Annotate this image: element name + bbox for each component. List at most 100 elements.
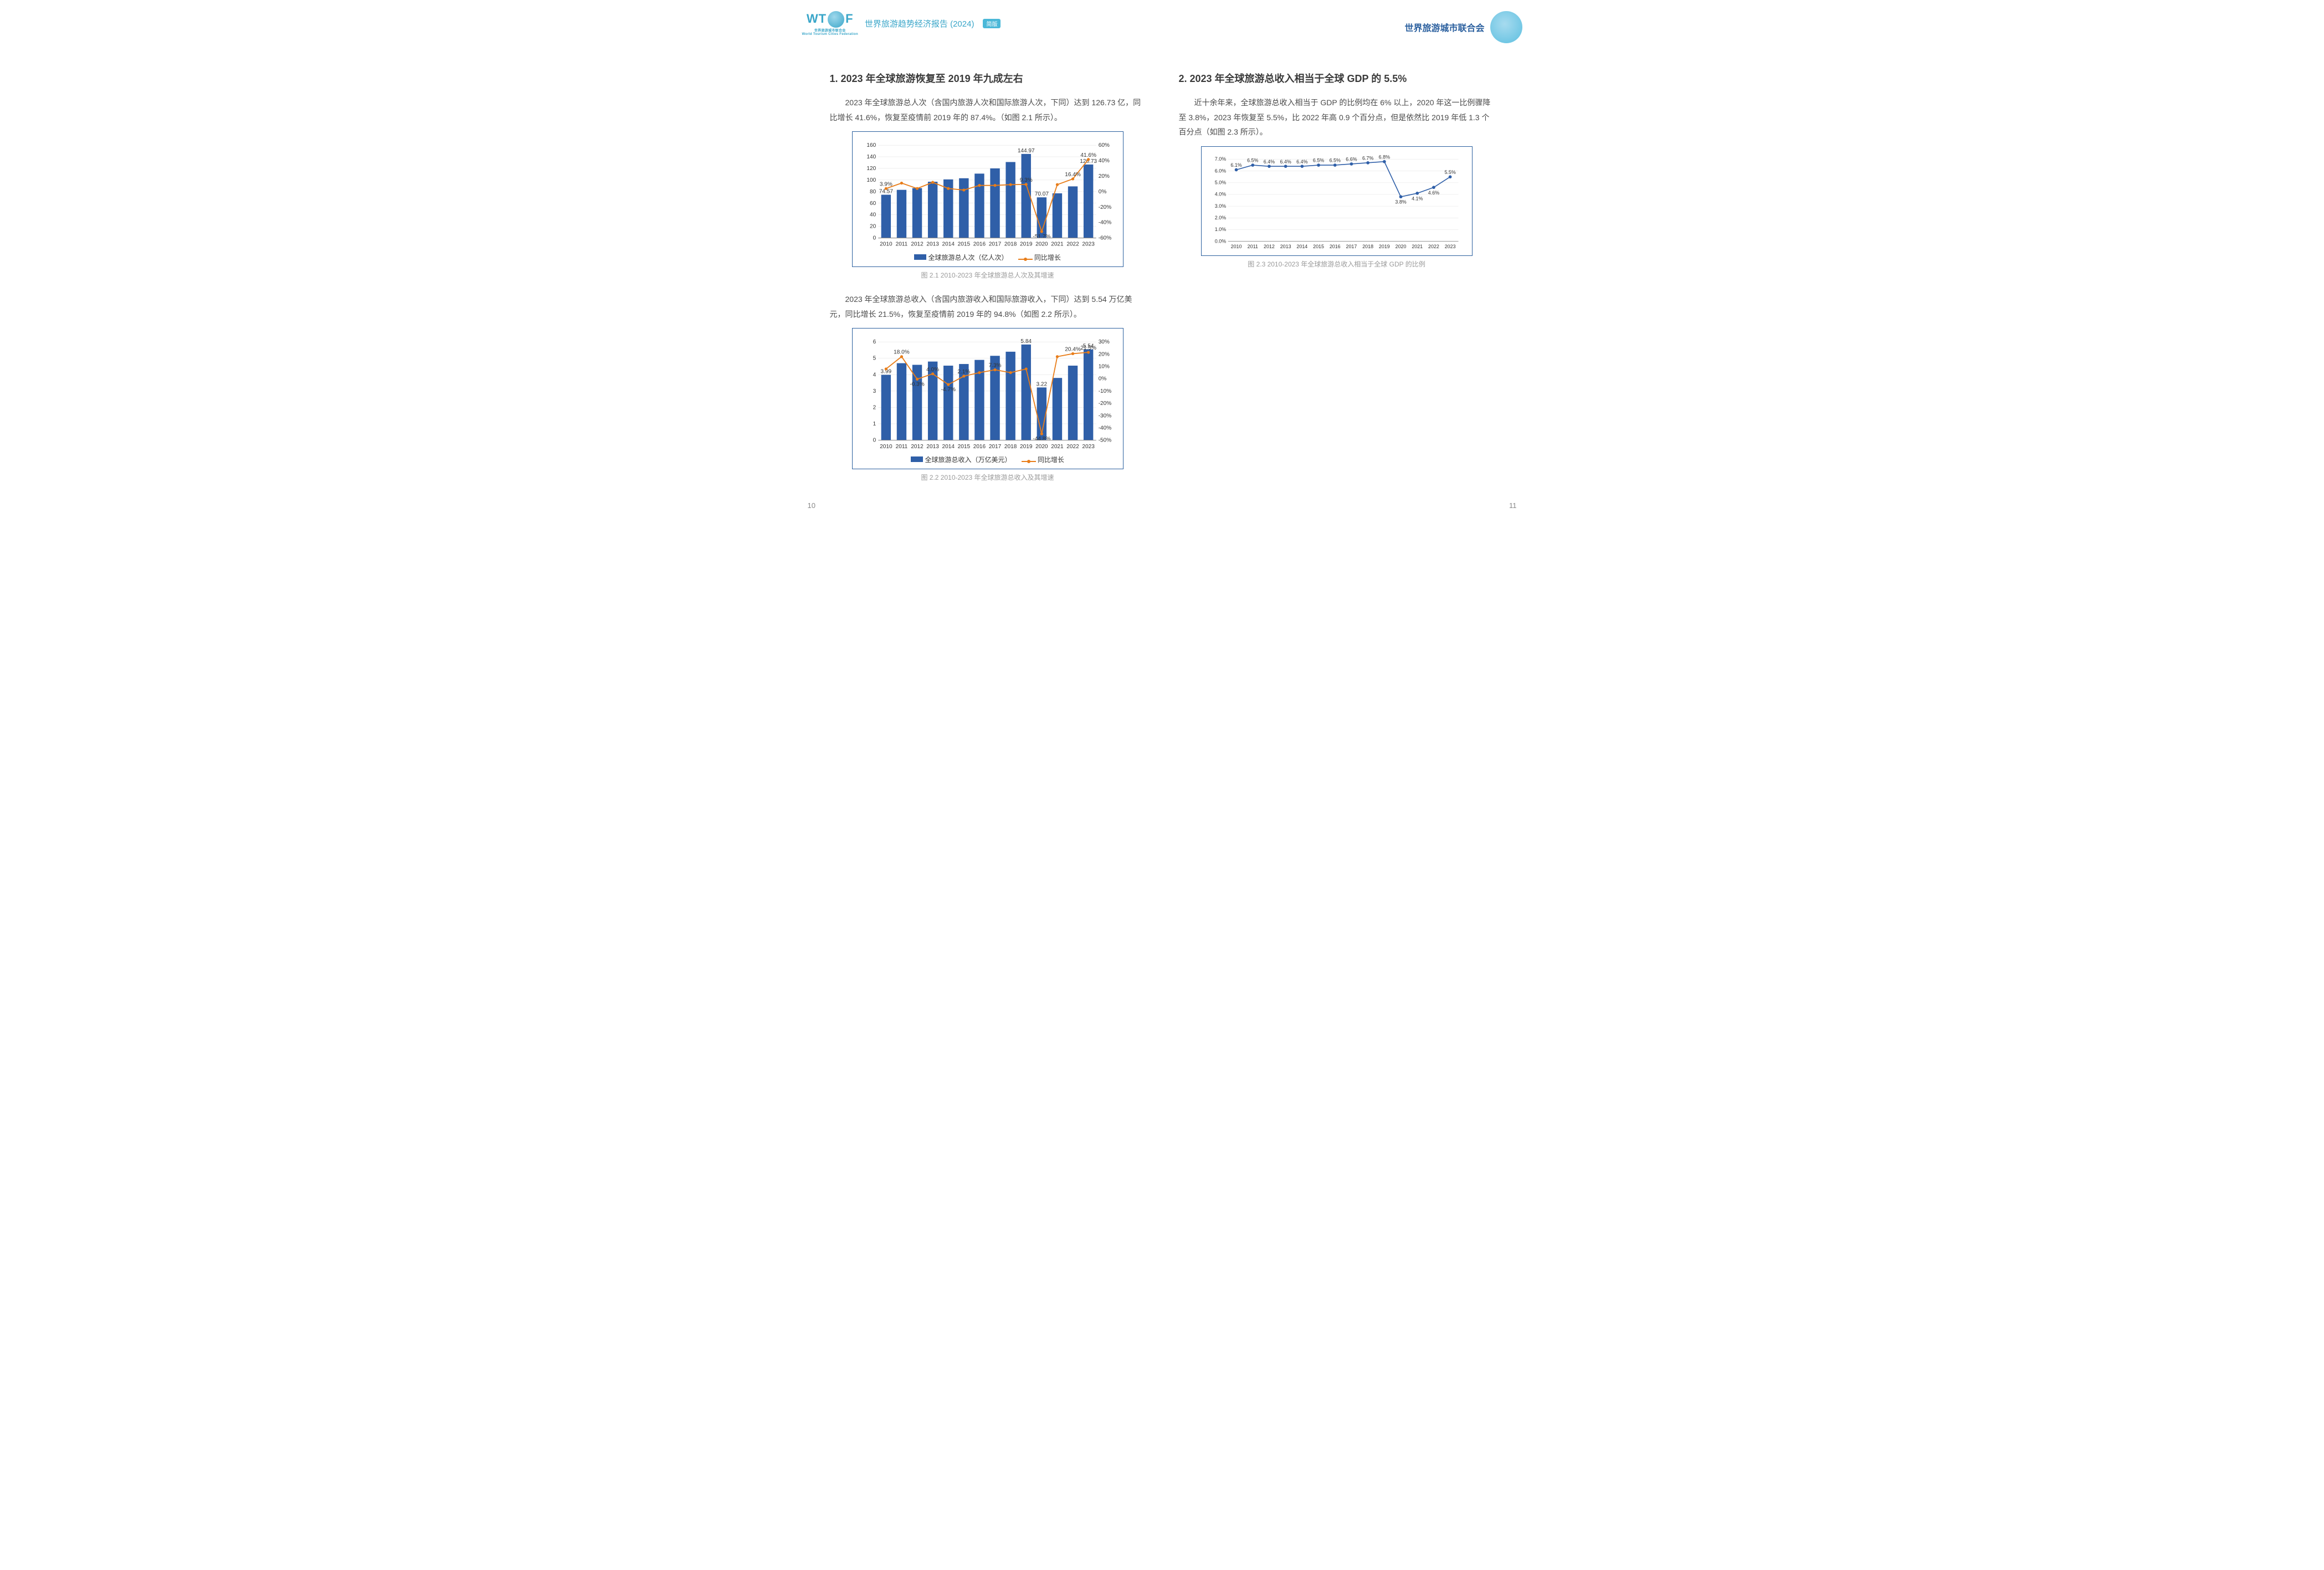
svg-text:70.07: 70.07 <box>1034 191 1049 197</box>
svg-text:10%: 10% <box>1098 364 1109 370</box>
svg-text:2021: 2021 <box>1051 242 1064 248</box>
svg-text:2014: 2014 <box>942 242 955 248</box>
svg-text:2018: 2018 <box>1004 242 1017 248</box>
header-left: WTF 世界旅游城市联合会 World Tourism Cities Feder… <box>802 11 1001 36</box>
svg-text:6.5%: 6.5% <box>1247 157 1258 163</box>
svg-text:2013: 2013 <box>926 242 939 248</box>
svg-text:2022: 2022 <box>1066 444 1079 450</box>
svg-text:20%: 20% <box>1098 173 1109 179</box>
svg-text:3.0%: 3.0% <box>1214 203 1225 209</box>
svg-text:2011: 2011 <box>895 242 907 248</box>
section-2-para-1: 近十余年来，全球旅游总收入相当于 GDP 的比例均在 6% 以上，2020 年这… <box>1179 95 1495 140</box>
svg-text:2014: 2014 <box>942 444 955 450</box>
svg-text:2021: 2021 <box>1051 444 1064 450</box>
svg-text:-20%: -20% <box>1098 401 1111 407</box>
svg-text:6.5%: 6.5% <box>1329 157 1340 163</box>
svg-text:5.0%: 5.0% <box>1214 179 1225 185</box>
svg-text:2012: 2012 <box>911 444 924 450</box>
svg-text:6.4%: 6.4% <box>1280 159 1291 165</box>
right-page: 2. 2023 年全球旅游总收入相当于全球 GDP 的 5.5% 近十余年来，全… <box>1179 60 1495 494</box>
svg-text:-44.8%: -44.8% <box>1033 436 1050 442</box>
svg-text:2019: 2019 <box>1378 244 1389 249</box>
chart-2-2-legend: 全球旅游总收入（万亿美元） 同比增长 <box>859 455 1116 464</box>
svg-text:2023: 2023 <box>1082 444 1095 450</box>
chart-2-2: 0123456-50%-40%-30%-20%-10%0%10%20%30%3.… <box>852 328 1123 469</box>
svg-text:20: 20 <box>870 224 876 230</box>
svg-text:5.84: 5.84 <box>1020 338 1032 345</box>
globe-icon <box>828 11 844 28</box>
svg-text:1: 1 <box>873 421 876 427</box>
svg-text:2018: 2018 <box>1362 244 1373 249</box>
svg-text:4.0%: 4.0% <box>926 367 939 373</box>
org-name: 世界旅游城市联合会 <box>1404 20 1484 34</box>
svg-text:2.0%: 2.0% <box>1214 215 1225 220</box>
svg-text:2014: 2014 <box>1296 244 1307 249</box>
svg-text:80: 80 <box>870 189 876 195</box>
svg-text:2023: 2023 <box>1082 242 1095 248</box>
svg-text:2010: 2010 <box>1230 244 1241 249</box>
svg-text:1.0%: 1.0% <box>1214 227 1225 232</box>
svg-text:2012: 2012 <box>1264 244 1275 249</box>
svg-text:-60%: -60% <box>1098 235 1111 242</box>
svg-text:0%: 0% <box>1098 189 1106 195</box>
svg-text:2017: 2017 <box>988 242 1001 248</box>
svg-text:30%: 30% <box>1098 339 1109 345</box>
svg-text:2017: 2017 <box>1346 244 1357 249</box>
section-1-title: 1. 2023 年全球旅游恢复至 2019 年九成左右 <box>830 71 1146 85</box>
svg-text:6.0%: 6.0% <box>1214 168 1225 173</box>
section-1-para-2: 2023 年全球旅游总收入（含国内旅游收入和国际旅游收入，下同）达到 5.54 … <box>830 292 1146 321</box>
svg-text:2016: 2016 <box>1329 244 1340 249</box>
header-right: 世界旅游城市联合会 <box>1404 11 1522 43</box>
svg-text:3.9%: 3.9% <box>879 182 892 188</box>
section-1-para-1: 2023 年全球旅游总人次（含国内旅游人次和国际旅游人次，下同）达到 126.7… <box>830 95 1146 125</box>
svg-text:2016: 2016 <box>973 444 986 450</box>
svg-text:-4.7%: -4.7% <box>941 387 955 393</box>
svg-text:7.3%: 7.3% <box>988 363 1001 369</box>
svg-text:2019: 2019 <box>1020 444 1033 450</box>
legend-bar-label: 全球旅游总人次（亿人次） <box>928 254 1008 261</box>
svg-text:140: 140 <box>866 154 876 160</box>
svg-text:6.8%: 6.8% <box>1378 154 1389 160</box>
svg-text:-30%: -30% <box>1098 413 1111 419</box>
chart-2-1-legend: 全球旅游总人次（亿人次） 同比增长 <box>859 253 1116 262</box>
svg-text:2011: 2011 <box>1247 244 1258 249</box>
svg-text:4: 4 <box>873 372 876 378</box>
svg-text:-40%: -40% <box>1098 425 1111 432</box>
svg-text:0: 0 <box>873 438 876 444</box>
svg-text:7.0%: 7.0% <box>1214 156 1225 162</box>
left-page: 1. 2023 年全球旅游恢复至 2019 年九成左右 2023 年全球旅游总人… <box>830 60 1146 494</box>
svg-text:41.6%: 41.6% <box>1080 152 1096 158</box>
svg-text:6: 6 <box>873 339 876 345</box>
svg-text:144.97: 144.97 <box>1017 148 1034 154</box>
svg-text:40%: 40% <box>1098 158 1109 164</box>
chart-2-3-caption: 图 2.3 2010-2023 年全球旅游总收入相当于全球 GDP 的比例 <box>1179 259 1495 269</box>
svg-text:60: 60 <box>870 201 876 207</box>
svg-text:2015: 2015 <box>957 242 970 248</box>
section-2-title: 2. 2023 年全球旅游总收入相当于全球 GDP 的 5.5% <box>1179 71 1495 85</box>
svg-text:100: 100 <box>866 177 876 183</box>
svg-text:2023: 2023 <box>1444 244 1455 249</box>
svg-text:40: 40 <box>870 212 876 218</box>
svg-text:3.22: 3.22 <box>1036 381 1047 387</box>
svg-text:2019: 2019 <box>1020 242 1033 248</box>
svg-text:2013: 2013 <box>1280 244 1291 249</box>
svg-text:160: 160 <box>866 142 876 148</box>
chart-2-2-caption: 图 2.2 2010-2023 年全球旅游总收入及其增速 <box>830 473 1146 482</box>
svg-text:-40%: -40% <box>1098 220 1111 226</box>
wtcf-logo: WTF 世界旅游城市联合会 World Tourism Cities Feder… <box>802 11 858 36</box>
svg-text:2016: 2016 <box>973 242 986 248</box>
svg-text:2020: 2020 <box>1035 444 1048 450</box>
svg-text:-0.3%: -0.3% <box>910 382 924 388</box>
svg-text:-10%: -10% <box>1098 388 1111 394</box>
svg-text:2022: 2022 <box>1428 244 1439 249</box>
svg-text:20.4%: 20.4% <box>1065 346 1081 352</box>
page-number-left: 10 <box>808 501 815 510</box>
chart-2-1-caption: 图 2.1 2010-2023 年全球旅游总人次及其增速 <box>830 270 1146 280</box>
chart-2-3-svg: 0.0%1.0%2.0%3.0%4.0%5.0%6.0%7.0%6.1%6.5%… <box>1208 152 1465 251</box>
svg-text:6.5%: 6.5% <box>1312 157 1323 163</box>
svg-text:2010: 2010 <box>880 444 892 450</box>
svg-text:21.5%: 21.5% <box>1080 345 1096 351</box>
svg-text:18.0%: 18.0% <box>894 350 910 356</box>
svg-text:20%: 20% <box>1098 351 1109 357</box>
svg-text:2020: 2020 <box>1035 242 1048 248</box>
